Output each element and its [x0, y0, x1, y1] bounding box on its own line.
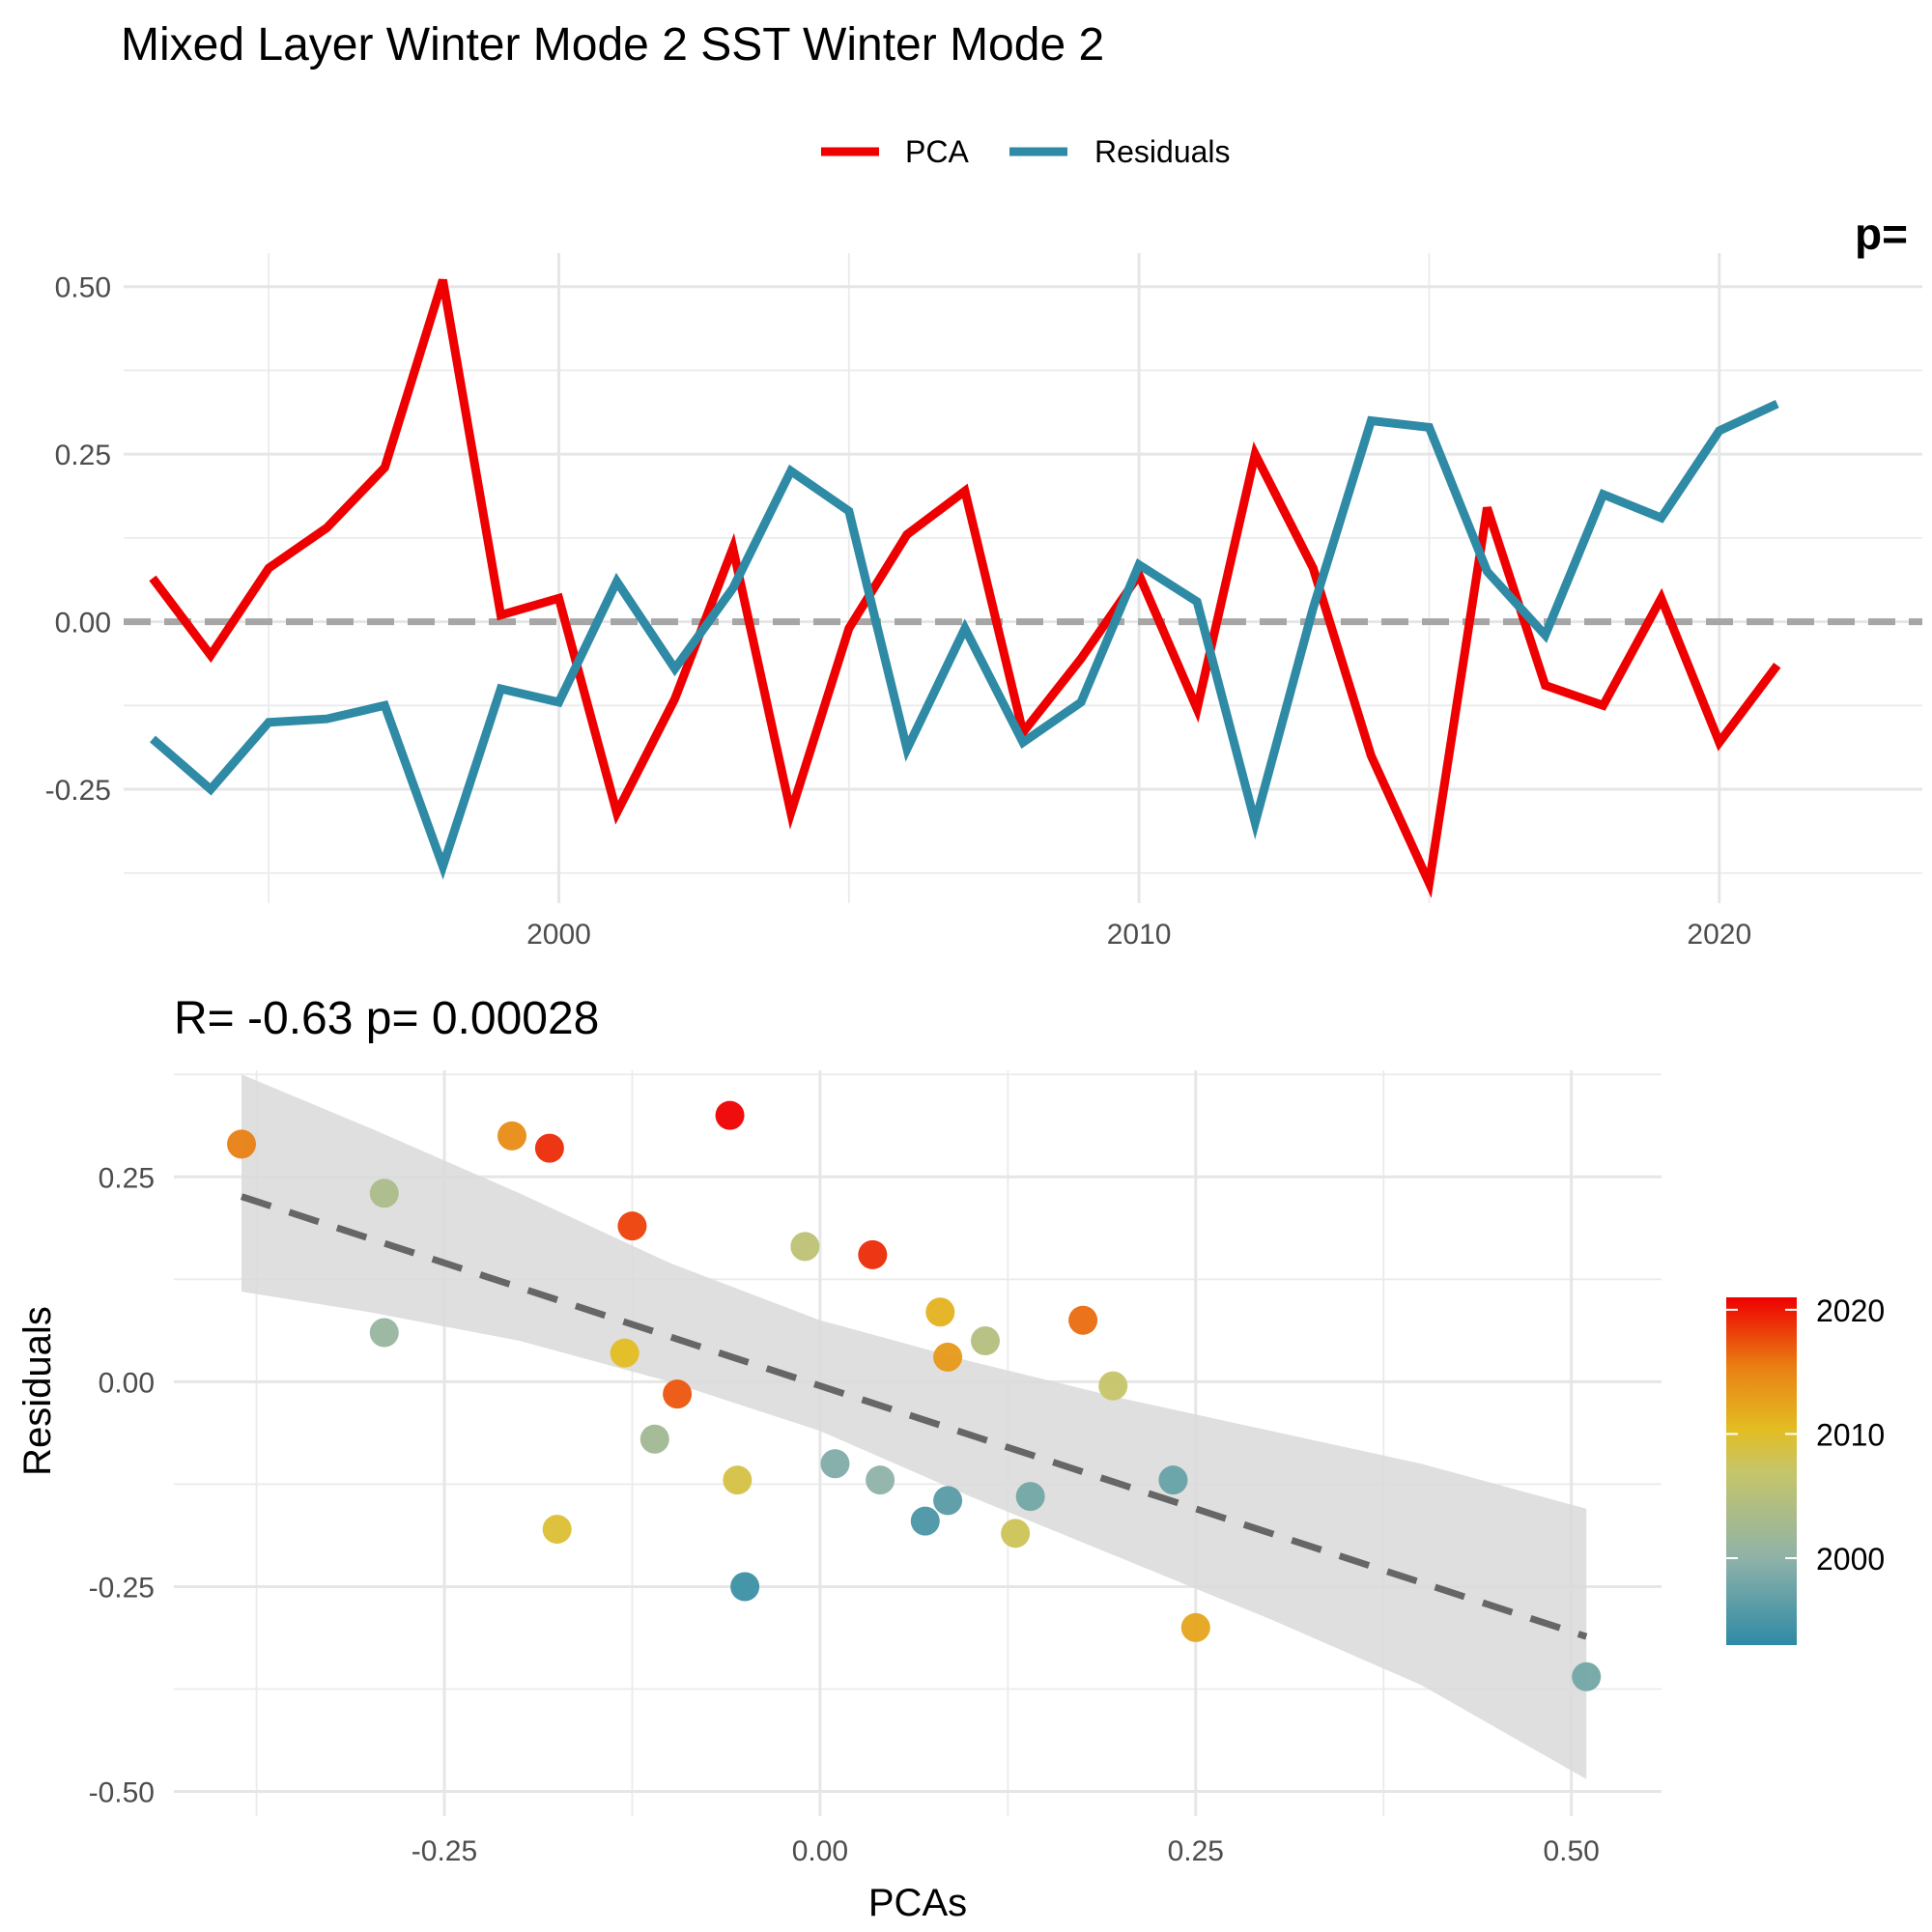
- x-tick-label: -0.25: [412, 1835, 477, 1867]
- x-tick-label: 2000: [526, 919, 591, 951]
- y-tick-label: 0.50: [55, 272, 111, 304]
- scatter-y-axis-title: Residuals: [16, 1306, 59, 1476]
- regression-line: [240, 1193, 1588, 1640]
- colorbar-tick-label: 2000: [1816, 1542, 1885, 1577]
- x-tick-label: 0.00: [792, 1835, 848, 1867]
- legend-pca-label: PCA: [905, 134, 969, 169]
- colorbar-tick-label: 2010: [1816, 1417, 1885, 1452]
- x-tick-label: 2010: [1107, 919, 1172, 951]
- scatter-point: [715, 1100, 745, 1130]
- scatter-point: [369, 1179, 399, 1208]
- colorbar-gradient: [1726, 1297, 1797, 1645]
- scatter-point: [610, 1338, 639, 1368]
- scatter-point: [933, 1342, 963, 1372]
- scatter-point: [820, 1449, 850, 1479]
- scatter-point: [534, 1133, 564, 1163]
- x-tick-label: 2020: [1687, 919, 1751, 951]
- series-line-residuals: [150, 400, 1779, 880]
- confidence-band: [242, 1074, 1587, 1779]
- scatter-point: [542, 1515, 572, 1545]
- scatter-point: [1180, 1612, 1210, 1642]
- y-tick-label: -0.25: [45, 775, 111, 807]
- corner-pvalue-text: p=: [1855, 209, 1908, 259]
- scatter-stats-label: R= -0.63 p= 0.00028: [174, 993, 599, 1044]
- scatter-point: [971, 1325, 1000, 1355]
- scatter-point: [1098, 1371, 1128, 1401]
- scatter-point: [369, 1318, 399, 1348]
- colorbar-tick-label: 2020: [1816, 1293, 1885, 1328]
- scatter-point: [617, 1211, 647, 1241]
- x-tick-label: 0.50: [1543, 1835, 1599, 1867]
- y-tick-label: 0.00: [55, 608, 111, 639]
- scatter-point: [1001, 1519, 1031, 1548]
- y-tick-label: -0.25: [89, 1572, 155, 1604]
- scatter-x-axis-title: PCAs: [868, 1882, 967, 1924]
- y-tick-label: 0.25: [99, 1162, 155, 1194]
- y-tick-label: 0.25: [55, 440, 111, 471]
- y-tick-label: -0.50: [89, 1777, 155, 1809]
- figure-title: Mixed Layer Winter Mode 2 SST Winter Mod…: [121, 19, 1104, 71]
- scatter-point: [730, 1572, 760, 1602]
- legend-residuals-label: Residuals: [1094, 134, 1231, 169]
- scatter-point: [663, 1379, 693, 1409]
- colorbar: 2000 2010 2020: [1726, 1293, 1885, 1645]
- scatter-point: [227, 1129, 256, 1159]
- scatter-point: [723, 1465, 753, 1495]
- scatter-point: [1015, 1482, 1045, 1512]
- scatter-point: [866, 1465, 895, 1495]
- scatter-point: [858, 1239, 888, 1269]
- legend: PCA Residuals: [821, 134, 1231, 169]
- scatter-point: [1158, 1465, 1188, 1495]
- scatter-point: [639, 1424, 669, 1454]
- scatter-point: [1572, 1662, 1602, 1691]
- x-tick-label: 0.25: [1168, 1835, 1224, 1867]
- scatter-panel: -0.25 0.00 0.25 0.50 -0.50 -0.25 0.00 0.25: [89, 1070, 1662, 1867]
- scatter-point: [925, 1297, 955, 1327]
- scatter-point: [497, 1121, 526, 1151]
- scatter-point: [933, 1486, 963, 1516]
- series-line-pca: [149, 278, 1781, 898]
- scatter-point: [910, 1506, 940, 1536]
- scatter-point: [790, 1232, 820, 1262]
- time-series-panel: -0.25 0.00 0.25 0.50 2000 2010 2020: [45, 253, 1922, 951]
- scatter-point: [1068, 1305, 1098, 1335]
- y-tick-label: 0.00: [99, 1367, 155, 1399]
